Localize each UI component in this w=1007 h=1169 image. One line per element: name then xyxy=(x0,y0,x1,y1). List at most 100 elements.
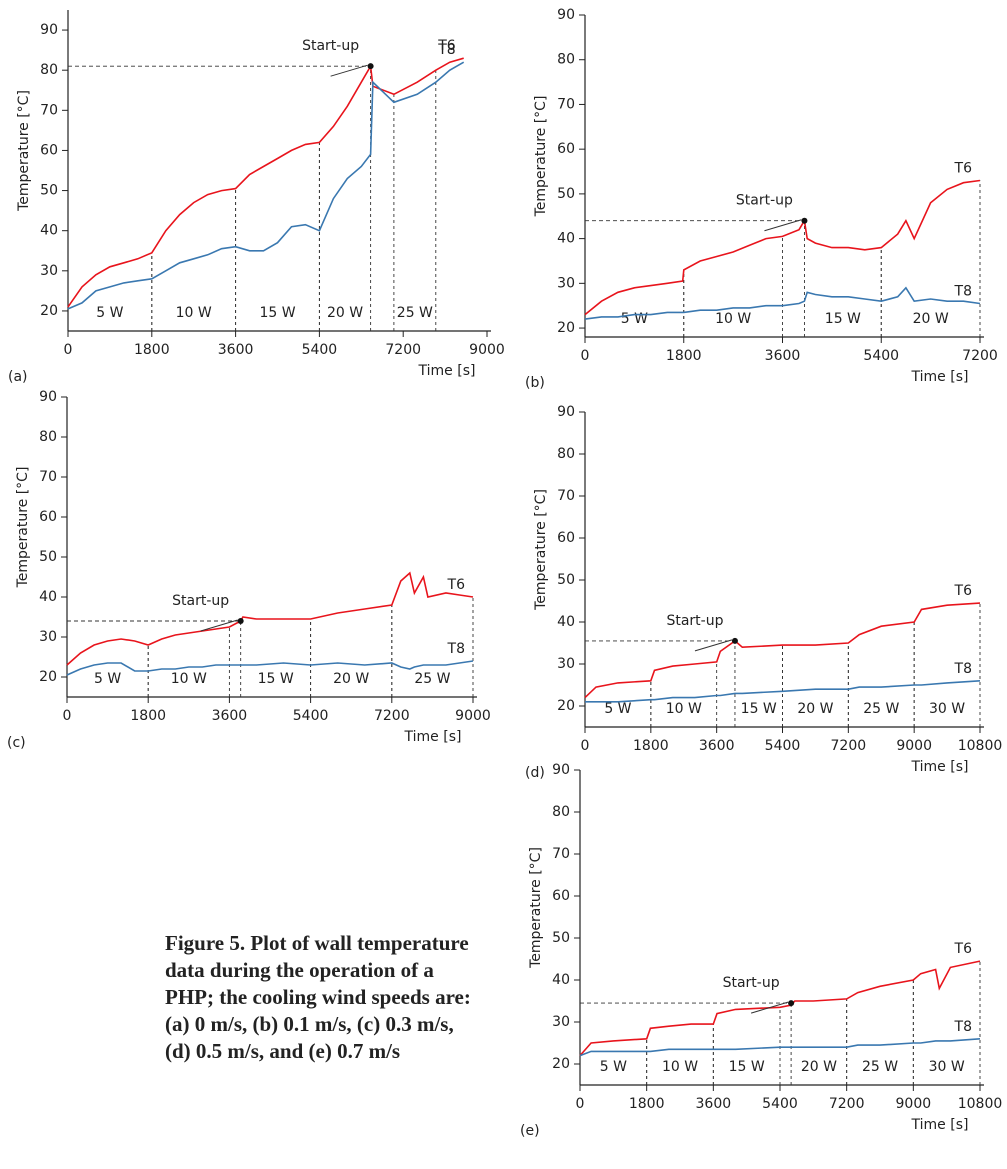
x-tick-label: 5400 xyxy=(293,708,329,724)
phase-label: 30 W xyxy=(929,701,965,717)
phase-label: 10 W xyxy=(662,1059,698,1075)
y-tick-label: 30 xyxy=(557,656,575,672)
x-tick-label: 7200 xyxy=(385,342,421,358)
x-tick-label: 1800 xyxy=(130,708,166,724)
startup-arrow xyxy=(200,619,238,632)
series-line xyxy=(579,1038,981,1057)
phase-label: 10 W xyxy=(715,311,751,327)
series-label: T6 xyxy=(954,941,973,957)
series-label: T6 xyxy=(954,583,973,599)
phase-label: 20 W xyxy=(801,1059,837,1075)
panel-label: (d) xyxy=(525,765,545,781)
y-axis-label: Temperature [°C] xyxy=(533,489,549,611)
x-axis-label: Time [s] xyxy=(404,729,462,745)
y-tick-label: 70 xyxy=(557,488,575,504)
y-axis-label: Temperature [°C] xyxy=(15,467,31,589)
y-axis-label: Temperature [°C] xyxy=(533,96,549,218)
startup-arrow xyxy=(750,1001,789,1014)
phase-label: 5 W xyxy=(604,701,631,717)
x-tick-label: 9000 xyxy=(469,342,505,358)
phase-label: 5 W xyxy=(96,305,123,321)
phase-label: 15 W xyxy=(741,701,777,717)
phase-label: 25 W xyxy=(397,305,433,321)
phase-label: 25 W xyxy=(414,671,450,687)
x-tick-label: 0 xyxy=(64,342,73,358)
phase-label: 15 W xyxy=(259,305,295,321)
x-axis-label: Time [s] xyxy=(418,363,476,379)
y-tick-label: 60 xyxy=(39,509,57,525)
phase-label: 20 W xyxy=(333,671,369,687)
y-tick-label: 70 xyxy=(40,102,58,118)
phase-label: 15 W xyxy=(825,311,861,327)
caption-line: Figure 5. Plot of wall temperature xyxy=(165,931,469,955)
y-tick-label: 20 xyxy=(552,1056,570,1072)
y-tick-label: 60 xyxy=(557,141,575,157)
y-tick-label: 20 xyxy=(39,669,57,685)
y-tick-label: 70 xyxy=(552,846,570,862)
startup-label: Start-up xyxy=(302,38,359,54)
x-tick-label: 7200 xyxy=(374,708,410,724)
y-tick-label: 90 xyxy=(40,22,58,38)
y-axis-label: Temperature [°C] xyxy=(16,90,32,212)
panel-label: (a) xyxy=(8,369,28,385)
x-tick-label: 1800 xyxy=(666,348,702,364)
y-tick-label: 90 xyxy=(39,389,57,405)
phase-label: 20 W xyxy=(327,305,363,321)
y-tick-label: 20 xyxy=(40,303,58,319)
x-tick-label: 1800 xyxy=(629,1096,665,1112)
x-tick-label: 5400 xyxy=(765,738,801,754)
phase-label: 15 W xyxy=(258,671,294,687)
x-tick-label: 5400 xyxy=(863,348,899,364)
y-tick-label: 80 xyxy=(552,804,570,820)
phase-label: 10 W xyxy=(666,701,702,717)
y-tick-label: 90 xyxy=(557,404,575,420)
startup-point xyxy=(801,217,808,224)
x-axis-label: Time [s] xyxy=(911,1117,969,1133)
x-axis-label: Time [s] xyxy=(911,759,969,775)
phase-label: 20 W xyxy=(913,311,949,327)
phase-label: 5 W xyxy=(600,1059,627,1075)
y-tick-label: 20 xyxy=(557,698,575,714)
caption-line: (a) 0 m/s, (b) 0.1 m/s, (c) 0.3 m/s, xyxy=(165,1012,454,1036)
series-label: T8 xyxy=(447,641,465,657)
x-tick-label: 9000 xyxy=(896,1096,932,1112)
x-tick-label: 3600 xyxy=(765,348,801,364)
startup-point xyxy=(788,1000,795,1007)
y-tick-label: 40 xyxy=(557,614,575,630)
phase-label: 5 W xyxy=(94,671,121,687)
x-tick-label: 10800 xyxy=(958,738,1003,754)
y-tick-label: 80 xyxy=(557,446,575,462)
series-label: T8 xyxy=(954,283,972,299)
y-tick-label: 40 xyxy=(39,589,57,605)
series-label: T6 xyxy=(954,160,973,176)
startup-label: Start-up xyxy=(666,613,723,629)
y-tick-label: 40 xyxy=(40,223,58,239)
y-tick-label: 30 xyxy=(557,275,575,291)
startup-point xyxy=(237,618,244,624)
phase-label: 30 W xyxy=(929,1059,965,1075)
phase-label: 10 W xyxy=(176,305,212,321)
x-tick-label: 10800 xyxy=(958,1096,1003,1112)
x-tick-label: 0 xyxy=(581,738,590,754)
y-tick-label: 80 xyxy=(40,62,58,78)
x-tick-label: 5400 xyxy=(302,342,338,358)
phase-label: 10 W xyxy=(171,671,207,687)
phase-label: 5 W xyxy=(621,311,648,327)
y-tick-label: 50 xyxy=(552,930,570,946)
x-tick-label: 1800 xyxy=(633,738,669,754)
x-tick-label: 3600 xyxy=(218,342,254,358)
y-tick-label: 20 xyxy=(557,320,575,336)
y-axis-label: Temperature [°C] xyxy=(528,847,544,969)
y-tick-label: 50 xyxy=(39,549,57,565)
panel-label: (e) xyxy=(520,1123,540,1139)
x-tick-label: 0 xyxy=(581,348,590,364)
series-line xyxy=(67,57,464,308)
y-tick-label: 50 xyxy=(557,572,575,588)
caption-line: PHP; the cooling wind speeds are: xyxy=(165,985,471,1009)
y-tick-label: 90 xyxy=(557,7,575,23)
x-tick-label: 0 xyxy=(576,1096,585,1112)
startup-point xyxy=(367,63,374,70)
y-tick-label: 40 xyxy=(552,972,570,988)
x-tick-label: 3600 xyxy=(699,738,735,754)
